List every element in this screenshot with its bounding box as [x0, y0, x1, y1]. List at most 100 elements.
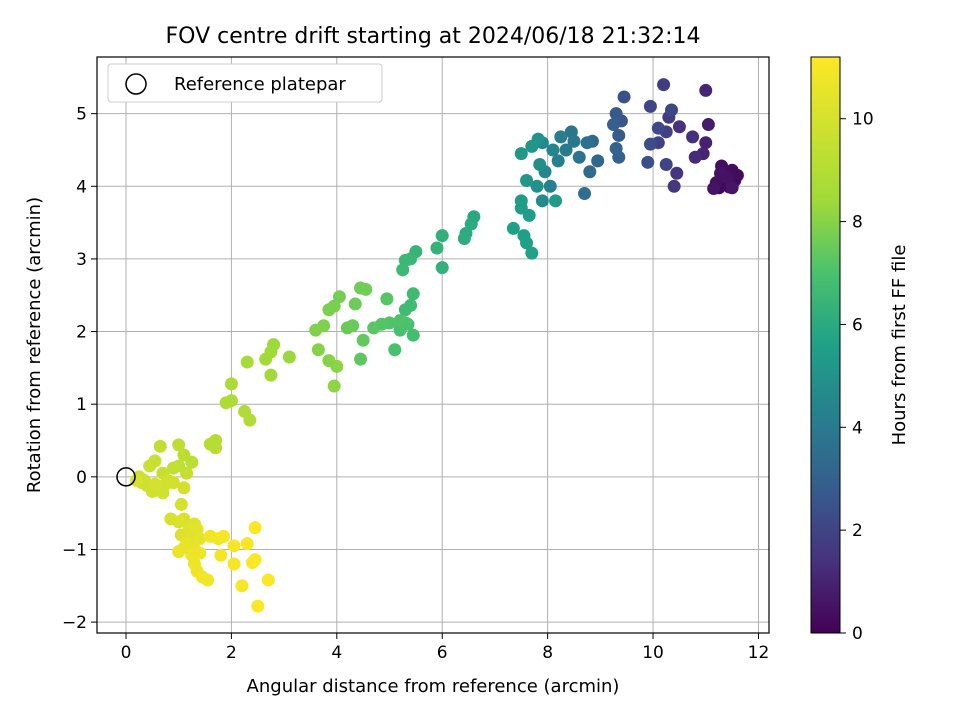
x-tick-label: 0 [121, 643, 132, 663]
colorbar-tick-label: 10 [852, 110, 874, 130]
data-point [520, 173, 534, 187]
data-point [166, 476, 180, 490]
data-point [554, 130, 568, 144]
data-point [359, 282, 373, 296]
data-point [354, 352, 368, 366]
colorbar-label: Hours from first FF file [889, 245, 910, 446]
data-point [224, 377, 238, 391]
data-point [330, 359, 344, 373]
data-point [406, 328, 420, 342]
data-point [514, 147, 528, 161]
legend-marker-icon [125, 73, 147, 95]
x-tick-label: 6 [437, 643, 448, 663]
data-point [219, 396, 233, 410]
data-point [641, 155, 655, 169]
data-point [688, 150, 702, 164]
data-point [667, 179, 681, 193]
data-point [209, 441, 223, 455]
data-point [264, 368, 278, 382]
reference-platepar-marker [116, 467, 136, 487]
data-point [572, 150, 586, 164]
data-point [699, 136, 713, 150]
y-tick-label: 0 [76, 468, 87, 488]
data-point [393, 314, 407, 328]
y-tick-label: −2 [62, 613, 87, 633]
data-point [216, 529, 230, 543]
y-tick-label: 4 [76, 177, 87, 197]
data-point [612, 128, 626, 142]
data-point [567, 134, 581, 148]
data-point [670, 166, 684, 180]
data-point [464, 217, 478, 231]
data-point [177, 448, 191, 462]
data-point [180, 466, 194, 480]
grid [97, 57, 769, 633]
data-point [248, 553, 262, 567]
data-point [506, 221, 520, 235]
data-point [525, 139, 539, 153]
y-axis: −2 −1 0 1 2 3 4 5 [62, 105, 97, 633]
y-tick-label: 5 [76, 105, 87, 125]
data-points [130, 78, 744, 613]
y-tick-label: 3 [76, 250, 87, 270]
data-point [607, 118, 621, 132]
data-point [356, 333, 370, 347]
colorbar-ticks: 0 2 4 6 8 10 [840, 110, 874, 644]
y-tick-label: 1 [76, 395, 87, 415]
data-point [261, 573, 275, 587]
data-point [259, 352, 273, 366]
data-point [543, 179, 557, 193]
legend-entry-reference: Reference platepar [174, 74, 346, 95]
colorbar-tick-label: 4 [852, 418, 863, 438]
y-tick-label: 2 [76, 323, 87, 343]
data-point [153, 439, 167, 453]
data-point [520, 236, 534, 250]
data-point [643, 99, 657, 113]
data-point [609, 142, 623, 156]
data-point [327, 379, 341, 393]
data-point [240, 537, 254, 551]
data-point [725, 181, 739, 195]
data-point [530, 179, 544, 193]
data-point [699, 83, 713, 97]
x-tick-label: 12 [748, 643, 770, 663]
data-point [174, 497, 188, 511]
colorbar-tick-label: 2 [852, 521, 863, 541]
data-point [406, 287, 420, 301]
data-point [398, 303, 412, 317]
data-point [235, 579, 249, 593]
legend-box [107, 63, 383, 103]
y-axis-label: Rotation from reference (arcmin) [24, 197, 45, 493]
colorbar-tick-label: 8 [852, 213, 863, 233]
data-point [430, 241, 444, 255]
data-point [367, 321, 381, 335]
data-point [549, 194, 563, 208]
data-point [193, 546, 207, 560]
x-tick-label: 10 [642, 643, 664, 663]
legend: Reference platepar [107, 63, 383, 103]
data-point [172, 545, 186, 559]
chart-title: FOV centre drift starting at 2024/06/18 … [166, 24, 701, 49]
data-point [664, 103, 678, 117]
colorbar-tick-label: 6 [852, 315, 863, 335]
data-point [672, 120, 686, 134]
data-point [551, 154, 565, 168]
data-point [214, 548, 228, 562]
data-point [311, 343, 325, 357]
data-point [322, 303, 336, 317]
data-point [522, 208, 536, 222]
data-point [686, 130, 700, 144]
data-point [227, 557, 241, 571]
data-point [240, 355, 254, 369]
data-point [643, 137, 657, 151]
data-point [457, 232, 471, 246]
x-axis: 0 2 4 6 8 10 12 [121, 633, 770, 663]
data-point [609, 107, 623, 121]
x-tick-label: 4 [331, 643, 342, 663]
colorbar: 0 2 4 6 8 10 Hours from first FF file [810, 56, 910, 644]
data-point [525, 246, 539, 260]
data-point [701, 118, 715, 132]
data-point [533, 158, 547, 172]
data-point [707, 181, 721, 195]
